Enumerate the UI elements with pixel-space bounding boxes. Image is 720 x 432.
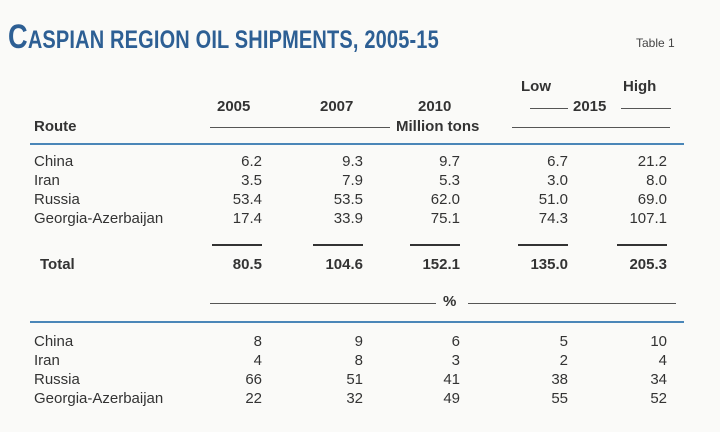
rule-pct-right <box>468 303 676 304</box>
total-underline <box>212 244 262 246</box>
tons-value: 3.0 <box>547 172 568 189</box>
tons-route-label: Iran <box>34 172 60 189</box>
header-route: Route <box>34 118 77 135</box>
header-year-2007: 2007 <box>320 98 354 115</box>
pct-value: 4 <box>658 352 667 369</box>
total-underline <box>617 244 667 246</box>
total-value: 80.5 <box>232 256 262 273</box>
pct-value: 6 <box>451 333 460 350</box>
pct-value: 9 <box>354 333 363 350</box>
tons-value: 21.2 <box>637 153 667 170</box>
pct-value: 32 <box>346 390 363 407</box>
pct-value: 41 <box>443 371 460 388</box>
header-million-tons: Million tons <box>396 118 480 135</box>
pct-value: 4 <box>253 352 262 369</box>
pct-route-label: Georgia-Azerbaijan <box>34 390 164 407</box>
tons-route-label: China <box>34 153 74 170</box>
tons-route-label: Georgia-Azerbaijan <box>34 210 164 227</box>
rule-2015-right <box>621 108 671 109</box>
title-initial: C <box>8 18 28 56</box>
total-value: 104.6 <box>325 256 363 273</box>
tons-value: 7.9 <box>342 172 363 189</box>
total-value: 135.0 <box>530 256 568 273</box>
tons-value: 74.3 <box>538 210 568 227</box>
pct-value: 5 <box>559 333 568 350</box>
pct-value: 38 <box>551 371 568 388</box>
rule-header-separator <box>30 143 684 145</box>
tons-value: 51.0 <box>538 191 568 208</box>
pct-route-label: Russia <box>34 371 80 388</box>
title-text: ASPIAN REGION OIL SHIPMENTS, 2005-15 <box>27 26 439 54</box>
tons-value: 9.3 <box>342 153 363 170</box>
rule-pct-left <box>210 303 436 304</box>
pct-value: 34 <box>650 371 667 388</box>
header-percent: % <box>443 293 457 310</box>
total-value: 205.3 <box>629 256 667 273</box>
pct-value: 66 <box>245 371 262 388</box>
table-number-label: Table 1 <box>636 36 675 50</box>
rule-pct-separator <box>30 321 684 323</box>
tons-value: 5.3 <box>439 172 460 189</box>
tons-route-label: Russia <box>34 191 80 208</box>
tons-value: 62.0 <box>430 191 460 208</box>
tons-value: 3.5 <box>241 172 262 189</box>
header-year-2005: 2005 <box>217 98 251 115</box>
tons-value: 9.7 <box>439 153 460 170</box>
total-value: 152.1 <box>422 256 460 273</box>
pct-value: 55 <box>551 390 568 407</box>
tons-value: 33.9 <box>333 210 363 227</box>
pct-value: 2 <box>559 352 568 369</box>
total-underline <box>518 244 568 246</box>
pct-route-label: Iran <box>34 352 60 369</box>
total-underline <box>410 244 460 246</box>
rule-2015-left <box>530 108 568 109</box>
tons-value: 107.1 <box>629 210 667 227</box>
pct-value: 51 <box>346 371 363 388</box>
pct-value: 3 <box>451 352 460 369</box>
pct-value: 8 <box>354 352 363 369</box>
pct-value: 49 <box>443 390 460 407</box>
tons-value: 53.4 <box>232 191 262 208</box>
pct-value: 10 <box>650 333 667 350</box>
pct-value: 22 <box>245 390 262 407</box>
tons-value: 69.0 <box>637 191 667 208</box>
rule-tons-right <box>512 127 670 128</box>
tons-value: 8.0 <box>646 172 667 189</box>
header-2015: 2015 <box>573 98 607 115</box>
pct-value: 52 <box>650 390 667 407</box>
table-title: CASPIAN REGION OIL SHIPMENTS, 2005-15 <box>8 18 439 57</box>
tons-value: 75.1 <box>430 210 460 227</box>
header-high: High <box>623 78 657 95</box>
total-underline <box>313 244 363 246</box>
header-year-2010: 2010 <box>418 98 452 115</box>
pct-value: 8 <box>253 333 262 350</box>
header-low: Low <box>521 78 551 95</box>
tons-value: 6.2 <box>241 153 262 170</box>
total-label: Total <box>40 256 75 273</box>
tons-value: 17.4 <box>232 210 262 227</box>
tons-value: 6.7 <box>547 153 568 170</box>
tons-value: 53.5 <box>333 191 363 208</box>
rule-tons-left <box>210 127 390 128</box>
pct-route-label: China <box>34 333 74 350</box>
